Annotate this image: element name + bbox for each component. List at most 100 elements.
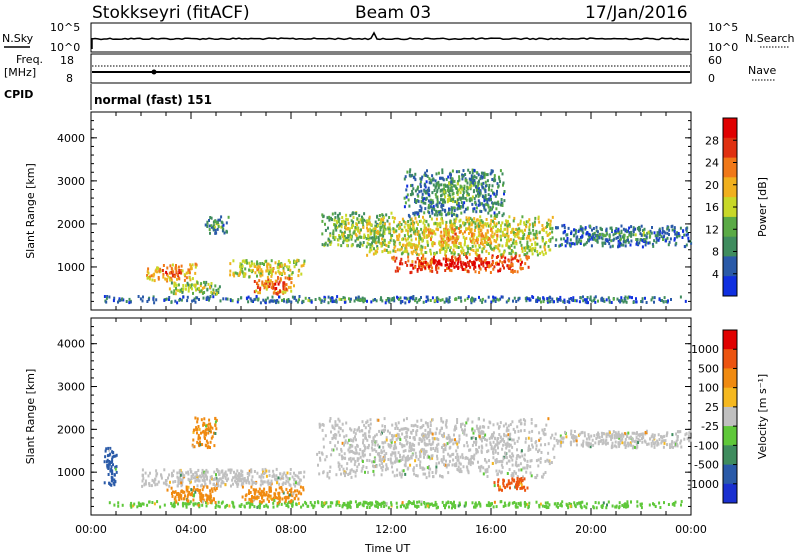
velocity-colorbar: 1000 500 100 25 -25 -100 -500 -1000 Velocity [m … — [687, 329, 769, 504]
nave-tick-bottom: 0 — [708, 72, 715, 85]
data-region — [103, 295, 687, 305]
y-axis-label: Slant Range [km] — [24, 369, 37, 465]
colorbar-swatch — [723, 177, 737, 198]
power-panel: 1000 2000 3000 4000 Slant Range [km] — [24, 111, 693, 311]
colorbar-tick-label: -1000 — [687, 478, 719, 491]
nave-tick-top: 60 — [708, 54, 722, 67]
colorbar-tick-label: 1000 — [691, 343, 719, 356]
data-region — [493, 477, 529, 492]
y-tick-label: 2000 — [57, 218, 85, 231]
colorbar-tick-label: 16 — [705, 201, 719, 214]
colorbar-swatch — [723, 216, 737, 238]
x-tick-label: 16:00 — [475, 523, 507, 536]
colorbar-label: Power [dB] — [756, 177, 769, 237]
y-tick-label: 3000 — [57, 381, 85, 394]
colorbar-label: Velocity [m s⁻¹] — [756, 374, 769, 459]
power-colorbar: 4 8 12 16 20 24 28 Power [dB] — [705, 117, 769, 297]
freq-unit: [MHz] — [4, 66, 36, 79]
y-tick-label: 4000 — [57, 132, 85, 145]
colorbar-tick-label: 28 — [705, 134, 719, 147]
nave-label: Nave — [748, 64, 776, 77]
colorbar-tick-label: 500 — [698, 362, 719, 375]
freq-strip: Freq. [MHz] 18 8 60 0 Nave — [4, 53, 776, 85]
y-tick-label: 3000 — [57, 175, 85, 188]
y-tick-label: 4000 — [57, 338, 85, 351]
colorbar-swatch — [723, 483, 737, 504]
data-region — [316, 417, 556, 480]
colorbar-tick-label: -500 — [694, 459, 719, 472]
data-region — [229, 258, 306, 279]
nsearch-label: N.Search — [745, 32, 795, 45]
x-tick-label: 12:00 — [375, 523, 407, 536]
x-tick-label: 20:00 — [575, 523, 607, 536]
freq-tick-bottom: 8 — [66, 72, 73, 85]
cpid-value: normal (fast) 151 — [94, 93, 212, 107]
count-tick-top-left: 10^5 — [50, 21, 80, 34]
y-tick-label: 1000 — [57, 466, 85, 479]
cpid-label: CPID — [4, 88, 33, 101]
colorbar-swatch — [723, 330, 737, 350]
count-tick-bottom-right: 10^0 — [708, 41, 738, 54]
colorbar-swatch — [723, 256, 737, 277]
freq-tick-top: 18 — [60, 54, 74, 67]
colorbar-tick-label: 100 — [698, 382, 719, 395]
colorbar-swatch — [723, 445, 737, 465]
y-axis-label: Slant Range [km] — [24, 163, 37, 259]
nsky-label: N.Sky — [2, 32, 34, 45]
colorbar-swatch — [723, 118, 737, 139]
data-region — [554, 429, 692, 450]
nsky-strip: N.Sky 10^5 10^0 10^5 10^0 N.Search — [2, 21, 795, 54]
x-tick-label: 04:00 — [175, 523, 207, 536]
colorbar-tick-label: -100 — [694, 439, 719, 452]
data-region — [253, 275, 295, 296]
colorbar-tick-label: 4 — [712, 268, 719, 281]
x-tick-label: 08:00 — [275, 523, 307, 536]
colorbar-swatch — [723, 368, 737, 389]
velocity-panel: 1000 2000 3000 4000 00:00 04:00 08:00 12:00 16:0… — [24, 317, 707, 536]
data-region — [103, 446, 118, 487]
count-tick-top-right: 10^5 — [708, 21, 738, 34]
colorbar-swatch — [723, 387, 737, 408]
data-region — [146, 262, 198, 283]
data-region — [366, 215, 554, 257]
data-region — [166, 485, 218, 504]
colorbar-tick-label: 12 — [705, 223, 719, 236]
data-region — [191, 416, 218, 450]
y-tick-label: 1000 — [57, 261, 85, 274]
colorbar-swatch — [723, 197, 737, 218]
data-region — [391, 254, 530, 275]
y-tick-label: 2000 — [57, 423, 85, 436]
cpid-strip: CPID normal (fast) 151 — [4, 84, 212, 110]
colorbar-tick-label: -25 — [701, 420, 719, 433]
colorbar-tick-label: 25 — [705, 401, 719, 414]
data-region — [241, 485, 305, 505]
count-tick-bottom-left: 10^0 — [50, 41, 80, 54]
x-tick-label: 00:00 — [75, 523, 107, 536]
data-region — [403, 168, 506, 219]
colorbar-tick-label: 8 — [712, 246, 719, 259]
nsky-trace — [91, 31, 690, 49]
freq-label: Freq. — [16, 53, 43, 66]
colorbar-swatch — [723, 137, 737, 159]
data-region — [141, 467, 306, 488]
panel-frame — [90, 111, 692, 311]
colorbar-swatch — [723, 349, 737, 369]
date-title: 17/Jan/2016 — [585, 3, 688, 23]
data-region — [554, 223, 693, 249]
colorbar-swatch — [723, 464, 737, 485]
colorbar-tick-label: 20 — [705, 179, 719, 192]
x-axis-label: Time UT — [364, 542, 410, 554]
colorbar-tick-label: 24 — [705, 157, 719, 170]
colorbar-swatch — [723, 157, 737, 178]
data-region — [168, 280, 221, 296]
colorbar-swatch — [723, 426, 737, 446]
colorbar-swatch — [723, 276, 737, 297]
x-tick-label: 00:00 — [675, 523, 707, 536]
data-region — [204, 215, 230, 235]
colorbar-swatch — [723, 406, 737, 427]
data-region — [108, 500, 683, 510]
beam-title: Beam 03 — [355, 3, 431, 23]
colorbar-swatch — [723, 236, 737, 257]
station-title: Stokkseyri (fitACF) — [92, 3, 250, 23]
